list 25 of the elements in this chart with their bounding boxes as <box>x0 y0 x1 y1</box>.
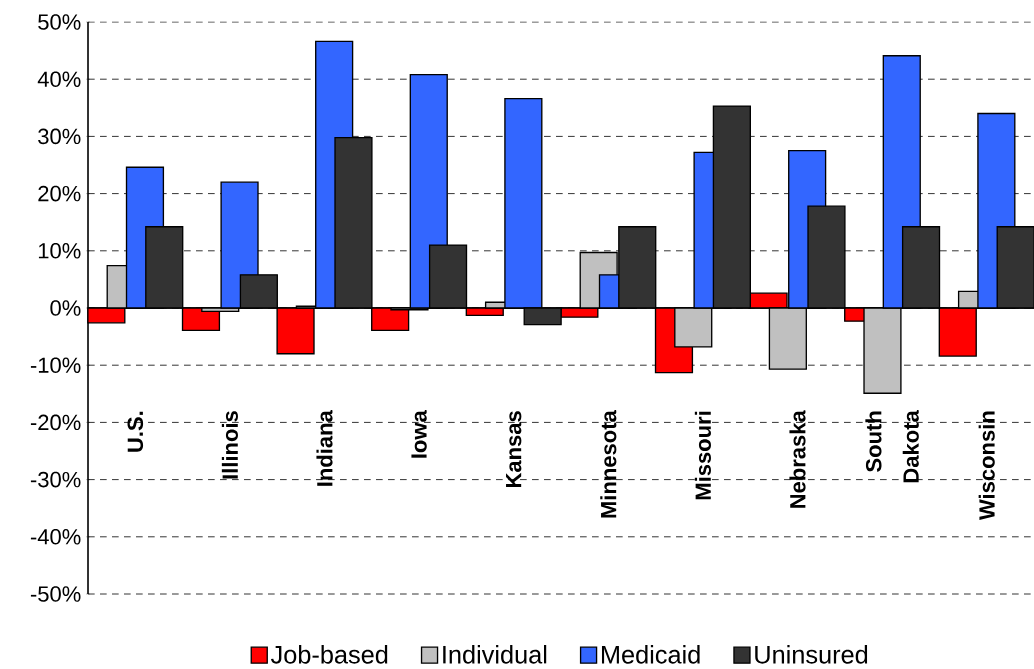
y-tick-label: 50% <box>38 14 81 30</box>
x-tick-label: Wisconsin <box>978 411 995 521</box>
legend-label: Uninsured <box>755 645 868 664</box>
x-tick-label: U.S. <box>127 411 144 452</box>
y-tick-label: 40% <box>37 71 81 87</box>
x-tick-label: Nebraska <box>789 410 806 508</box>
legend-label: Job-based <box>270 645 388 664</box>
x-tick-label: Missouri <box>694 411 711 500</box>
y-tick-label: -40% <box>30 529 81 545</box>
x-tick-label: Kansas <box>506 411 522 488</box>
y-tick-label: -10% <box>30 357 81 373</box>
x-tick-label: South Dakota <box>865 410 919 483</box>
y-tick-label: 0% <box>50 300 81 316</box>
y-tick-label: -20% <box>30 414 81 431</box>
x-tick-label: Iowa <box>411 410 427 458</box>
x-tick-label: Minnesota <box>600 410 617 518</box>
x-tick-label: Indiana <box>316 410 333 486</box>
legend-label: Medicaid <box>601 645 700 664</box>
y-tick-label: 20% <box>38 185 81 202</box>
y-tick-label: -50% <box>30 586 81 602</box>
y-tick-label: -30% <box>30 471 81 488</box>
x-tick-label: Illinois <box>221 411 238 479</box>
legend-label: Individual <box>443 645 547 664</box>
y-tick-label: 30% <box>38 128 81 145</box>
y-tick-label: 10% <box>38 243 81 259</box>
